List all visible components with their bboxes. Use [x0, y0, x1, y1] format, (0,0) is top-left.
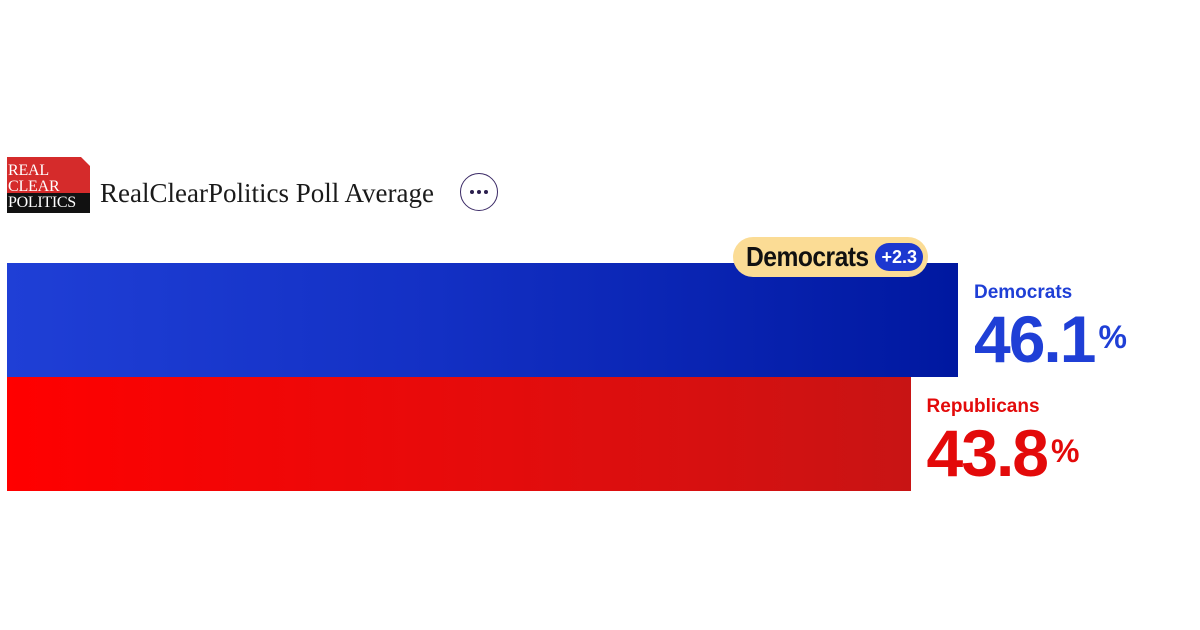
- rcp-logo: REAL CLEAR POLITICS: [7, 157, 90, 213]
- lead-badge: Democrats +2.3: [733, 237, 928, 277]
- logo-band: [7, 193, 90, 213]
- more-horizontal-icon: [469, 190, 474, 194]
- series-name-republicans: Republicans: [926, 396, 1040, 417]
- logo-line-2: CLEAR: [8, 178, 60, 195]
- unit-republicans: %: [1051, 433, 1080, 469]
- lead-party-label: Democrats: [746, 241, 869, 272]
- data-label-democrats: 46.1%: [974, 306, 1127, 372]
- more-horizontal-icon-dot: [476, 190, 481, 194]
- unit-democrats: %: [1098, 319, 1127, 355]
- chart-header: REAL CLEAR POLITICS RealClearPolitics Po…: [7, 155, 498, 215]
- lead-margin-badge: +2.3: [875, 243, 923, 271]
- logo-line-1: REAL: [8, 162, 49, 179]
- label-democrats: Democrats 46.1%: [974, 282, 1127, 372]
- logo-line-3: POLITICS: [8, 194, 76, 211]
- label-republicans: Republicans 43.8%: [927, 396, 1080, 486]
- bar-republicans: [7, 377, 911, 491]
- data-label-republicans: 43.8%: [927, 420, 1080, 486]
- bar-democrats: [7, 263, 958, 377]
- series-name-democrats: Democrats: [974, 282, 1073, 303]
- chart-title: RealClearPolitics Poll Average: [100, 177, 434, 208]
- more-horizontal-icon-dot: [483, 190, 488, 194]
- value-republicans: 43.8: [926, 416, 1049, 490]
- more-options-button[interactable]: [459, 173, 498, 211]
- value-democrats: 46.1: [974, 302, 1096, 376]
